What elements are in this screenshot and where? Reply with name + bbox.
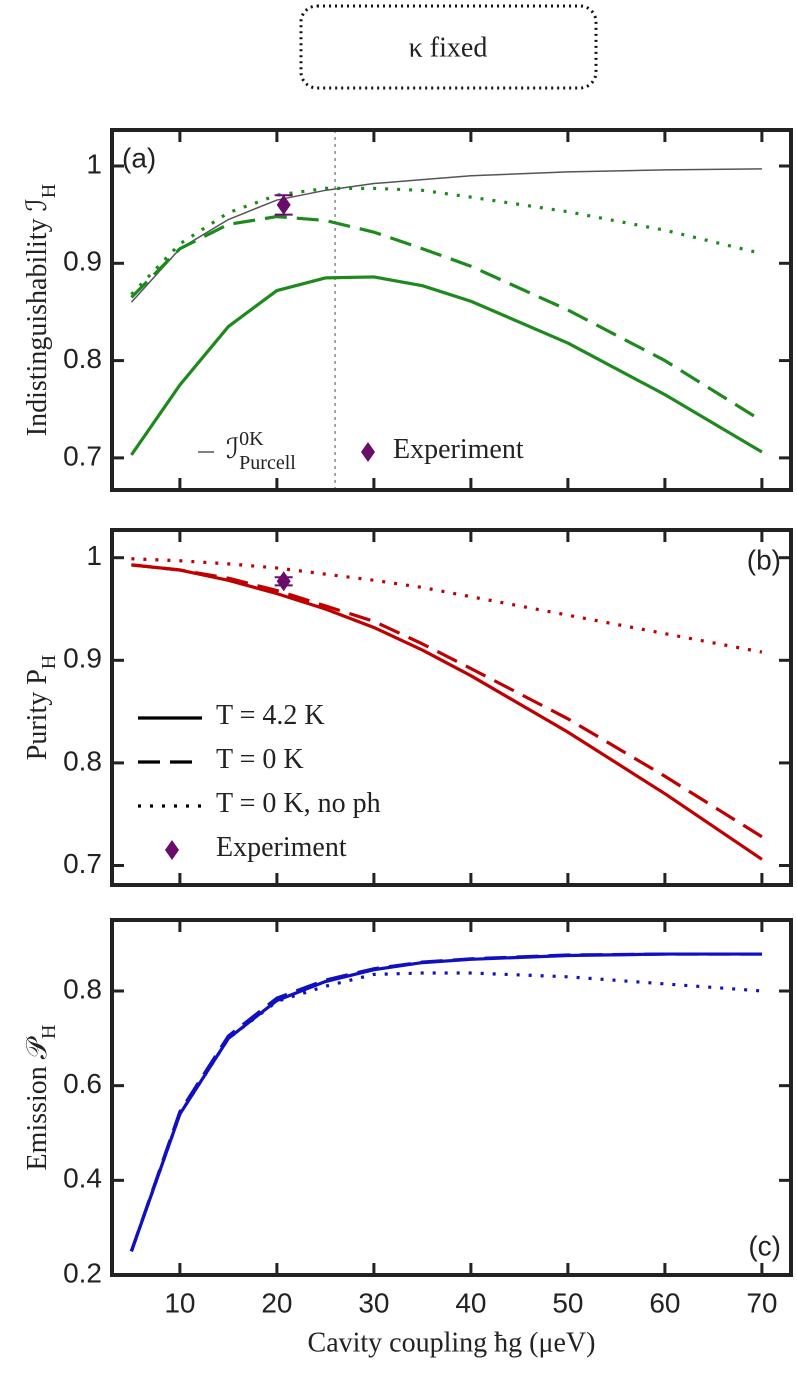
series-line [130, 275, 763, 456]
y-axis-label-main: Emission 𝒫 [22, 1035, 53, 1170]
series-line [130, 186, 763, 296]
y-tick-label: 0.2 [63, 1257, 102, 1288]
series-line [131, 563, 763, 839]
legend-label-sup: 0K [239, 428, 264, 450]
y-tick-label: 0.9 [63, 246, 102, 277]
legend-label: T = 0 K, no ph [216, 788, 381, 819]
x-tick-label: 30 [358, 1287, 389, 1318]
y-tick-label: 0.8 [63, 745, 102, 776]
x-axis-label: Cavity coupling ħg (μeV) [308, 1327, 596, 1358]
y-axis-label-sub: H [38, 184, 60, 198]
y-tick-label: 0.8 [63, 973, 102, 1004]
axes-frame [110, 918, 793, 1277]
legend-label: T = 4.2 K [216, 700, 325, 731]
y-tick-label: 0.7 [63, 440, 102, 471]
x-tick-label: 50 [552, 1287, 583, 1318]
y-tick-label: 0.6 [63, 1068, 102, 1099]
y-axis-label-sub: H [38, 655, 60, 669]
series-line [129, 952, 762, 1252]
legend-marker [165, 840, 179, 860]
y-axis-label: Emission 𝒫H [22, 1025, 59, 1171]
series-line [130, 214, 763, 423]
header-box [299, 4, 598, 90]
series-line [131, 557, 763, 654]
series-line [130, 168, 762, 303]
axes-frame [110, 528, 793, 887]
y-axis-label-sub: H [38, 1025, 60, 1039]
y-axis-label: Indistinguishability ℐH [22, 184, 59, 436]
axes-frame [110, 128, 793, 492]
legend-label: Experiment [216, 832, 347, 863]
experiment-marker [276, 571, 291, 592]
panel-label: (b) [747, 544, 781, 575]
x-tick-label: 70 [746, 1287, 777, 1318]
legend-label: Experiment [393, 434, 524, 465]
legend-label-main: T = 4.2 K [216, 700, 325, 731]
y-tick-label: 1 [86, 540, 102, 571]
legend-label-main: T = 0 K [216, 744, 304, 775]
series-line [129, 971, 763, 1252]
experiment-marker [276, 194, 291, 215]
legend-label-main: ℐ [226, 434, 239, 465]
x-tick-label: 10 [164, 1287, 195, 1318]
y-tick-label: 0.4 [63, 1163, 102, 1194]
x-tick-label: 60 [649, 1287, 680, 1318]
y-axis-label-main: Purity P [22, 669, 53, 760]
legend-label-main: Experiment [216, 832, 347, 863]
panel-label: (a) [122, 142, 156, 173]
y-tick-label: 0.7 [63, 848, 102, 879]
y-tick-label: 1 [86, 148, 102, 179]
series-line [129, 952, 762, 1252]
header-text: κ fixed [409, 32, 488, 63]
y-tick-label: 0.8 [63, 343, 102, 374]
panel-label: (c) [748, 1230, 781, 1261]
x-tick-label: 20 [261, 1287, 292, 1318]
legend-marker [361, 442, 375, 462]
y-axis-label-main: Indistinguishability ℐ [22, 198, 53, 436]
y-axis-label: Purity PH [22, 655, 59, 760]
legend-label-main: Experiment [393, 434, 524, 465]
legend-label-sub: Purcell [239, 452, 296, 474]
x-tick-label: 40 [455, 1287, 486, 1318]
y-tick-label: 0.9 [63, 643, 102, 674]
legend-label: ℐ0K Purcell [226, 428, 296, 474]
legend-label: T = 0 K [216, 744, 304, 775]
legend-label-main: T = 0 K, no ph [216, 788, 381, 819]
